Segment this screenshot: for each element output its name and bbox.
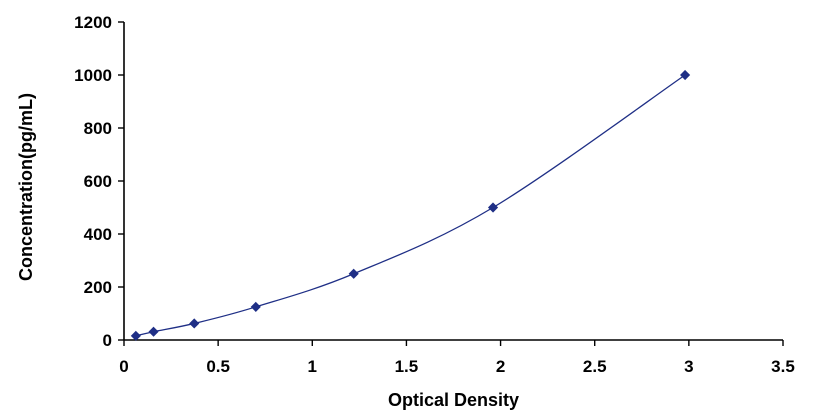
y-axis-ticks: 0 200 400 600 800 1000 1200	[74, 13, 124, 350]
y-tick-label: 0	[103, 331, 112, 350]
x-tick-label: 3.5	[771, 357, 795, 376]
x-tick-label: 2.5	[583, 357, 607, 376]
x-tick-label: 0.5	[206, 357, 230, 376]
data-point-marker	[250, 301, 261, 312]
x-tick-label: 3	[684, 357, 693, 376]
x-axis-ticks: 0 0.5 1 1.5 2 2.5 3 3.5	[119, 340, 795, 376]
axes	[123, 22, 783, 341]
x-tick-label: 1	[308, 357, 317, 376]
data-point-marker	[487, 202, 499, 213]
y-tick-label: 600	[84, 172, 112, 191]
y-tick-label: 800	[84, 119, 112, 138]
y-tick-label: 200	[84, 278, 112, 297]
x-tick-label: 2	[496, 357, 505, 376]
data-point-marker	[148, 326, 159, 337]
curve-layer	[135, 74, 686, 337]
data-point-marker	[680, 69, 691, 81]
x-axis-title: Optical Density	[388, 390, 519, 410]
y-tick-label: 1000	[74, 66, 112, 85]
y-tick-label: 400	[84, 225, 112, 244]
data-point-marker	[348, 268, 359, 279]
series-curve	[135, 74, 686, 337]
x-tick-label: 0	[119, 357, 128, 376]
data-point-marker	[130, 330, 141, 341]
y-axis-title: Concentration(pg/mL)	[16, 93, 36, 281]
x-tick-label: 1.5	[395, 357, 419, 376]
data-point-marker	[189, 318, 200, 329]
marker-layer	[130, 69, 691, 341]
y-tick-label: 1200	[74, 13, 112, 32]
